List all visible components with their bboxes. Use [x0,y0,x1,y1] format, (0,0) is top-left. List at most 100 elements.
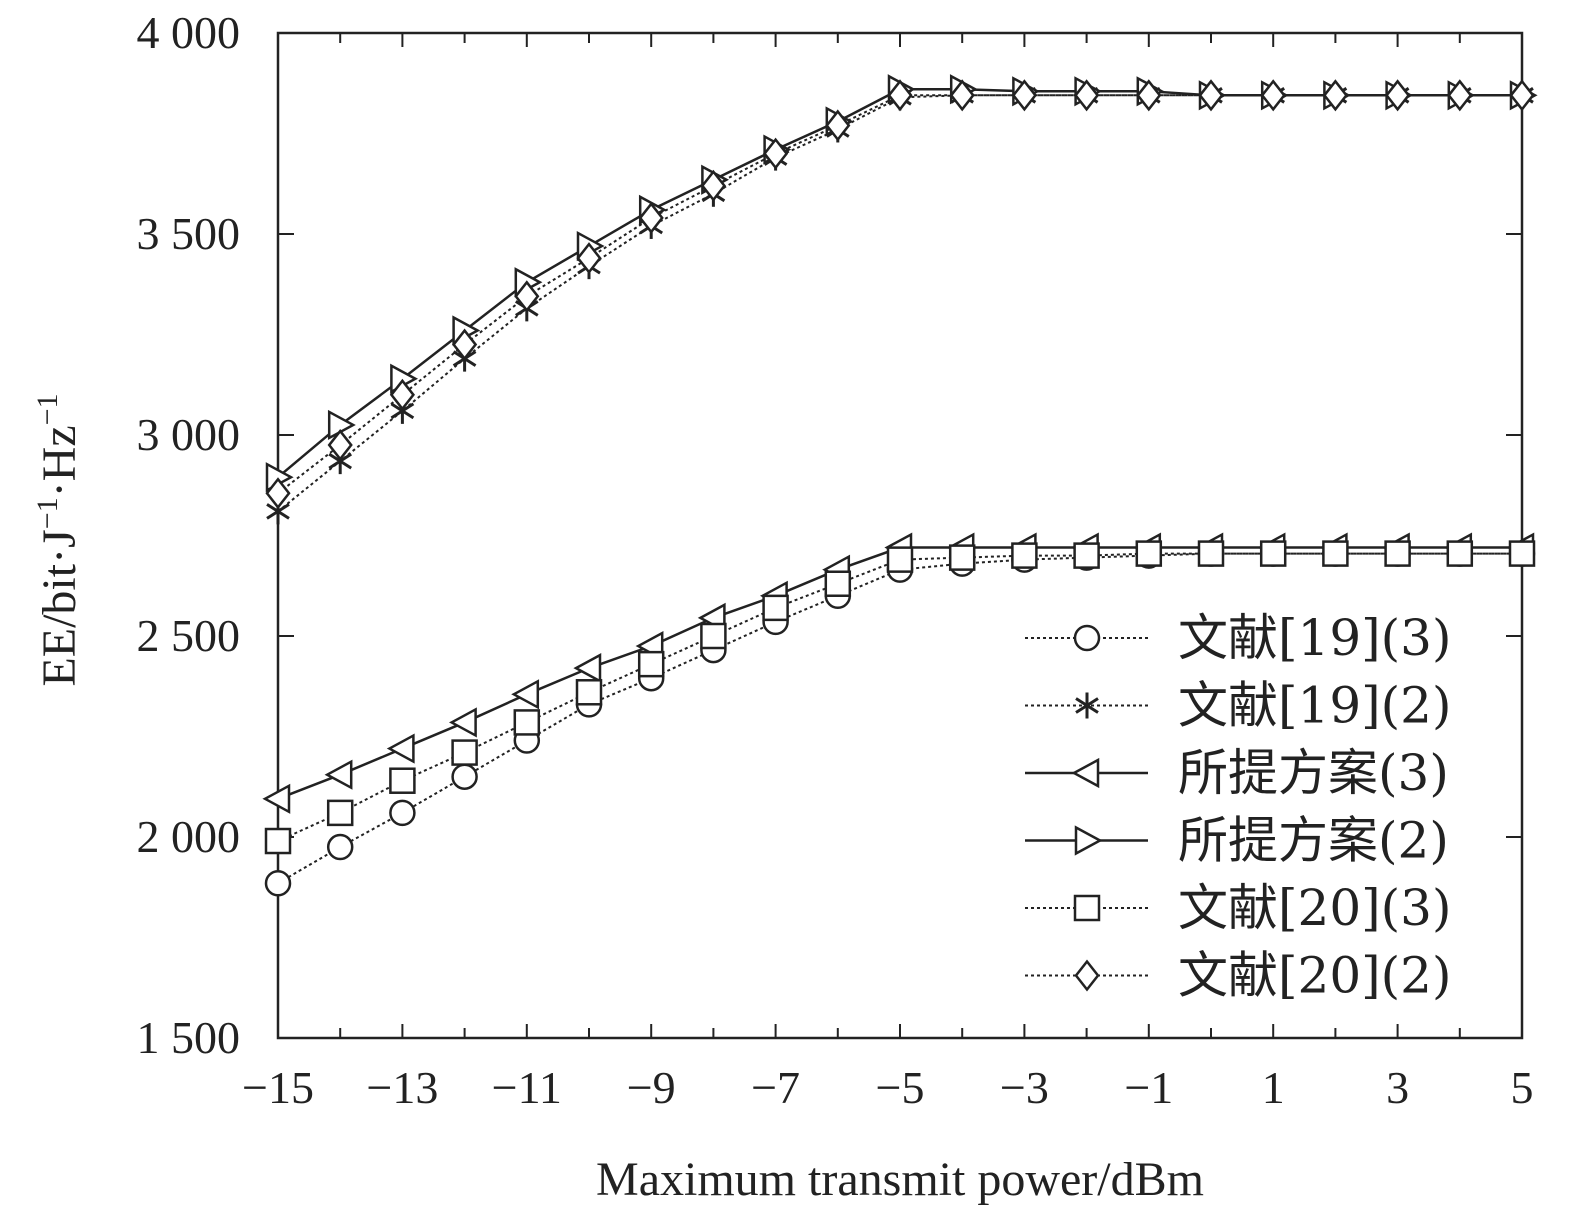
legend-label: 文献[19](3) [1178,609,1451,667]
marker-diamond [1011,79,1037,112]
marker-square [1073,542,1100,569]
marker-diamond [327,429,353,462]
marker-square [389,767,416,794]
legend-item: 所提方案(3) [1025,744,1449,802]
marker-square [575,679,603,706]
marker-square [1259,540,1287,567]
marker-star-stroke [390,402,415,420]
x-axis-ticks: −15 −13 −11 −9 −7 −5 −3 −1 1 3 5 [242,33,1534,1113]
marker-square [326,799,354,827]
legend-item: 文献[19](3) [1025,609,1451,667]
series-5 [265,79,1535,510]
x-axis-title: Maximum transmit power/dBm [596,1153,1204,1206]
marker-star-stroke [1075,697,1099,714]
x-tick-label: 5 [1511,1062,1534,1113]
x-tick-label: −11 [492,1062,562,1113]
marker-circle [451,763,478,790]
marker-circle [264,869,292,897]
y-tick-label: 2 500 [137,610,241,661]
marker-circle [326,833,354,861]
marker-diamond [825,109,851,142]
y-axis-title-mid: ·Hz [33,425,86,497]
legend-item: 文献[19](2) [1025,677,1451,735]
marker-diamond [1074,79,1100,112]
legend-label: 文献[19](2) [1178,677,1451,735]
marker-diamond [949,79,975,112]
svg-text:EE/bit·J−1·Hz−1: EE/bit·J−1·Hz−1 [31,393,86,686]
y-tick-label: 3 000 [137,409,241,460]
marker-diamond [1074,959,1100,992]
marker-triangle-left [573,653,602,684]
legend: 文献[19](3) 文献[19](2) 所提方案(3) 所提方案(2) 文献[20](3… [1025,609,1451,1005]
series-3 [265,74,1538,493]
marker-diamond [763,137,789,170]
marker-square [1073,894,1101,922]
series-line [277,94,1522,513]
marker-triangle-left [262,783,291,814]
legend-label: 文献[20](2) [1178,947,1451,1005]
x-tick-label: −13 [366,1062,438,1113]
marker-square [762,594,789,622]
x-tick-label: −9 [627,1062,676,1113]
marker-diamond [1322,79,1348,112]
y-tick-label: 2 000 [137,811,241,862]
x-tick-label: −7 [751,1062,800,1113]
marker-circle [1073,624,1101,652]
marker-square [948,544,976,571]
marker-triangle-right [1074,825,1103,856]
x-tick-label: −1 [1124,1062,1173,1113]
marker-square [1197,540,1225,567]
marker-triangle-left [324,759,353,790]
legend-item: 文献[20](3) [1025,879,1451,937]
marker-diamond [1136,79,1162,112]
y-axis-title: EE/bit·J−1·Hz−1 [31,393,86,686]
x-tick-label: 1 [1262,1062,1285,1113]
marker-square [1135,540,1163,567]
x-tick-label: 3 [1386,1062,1409,1113]
marker-diamond [265,477,291,510]
marker-square [886,546,914,573]
series-line [277,88,1522,479]
marker-diamond [1385,79,1411,112]
x-tick-label: −15 [242,1062,314,1113]
marker-diamond [452,328,478,361]
marker-star [1075,692,1099,719]
marker-square [1322,540,1349,567]
y-axis-ticks: 1 500 2 000 2 500 3 000 3 500 4 000 [137,7,1522,1063]
y-axis-title-main: EE/bit·J [33,529,86,686]
marker-diamond [1198,79,1224,112]
series-layer [262,74,1538,897]
x-tick-label: −3 [1000,1062,1049,1113]
marker-diamond [887,79,913,112]
marker-square [513,709,541,736]
marker-square [264,827,292,855]
legend-label: 文献[20](3) [1178,879,1451,937]
legend-label: 所提方案(3) [1178,744,1449,802]
legend-item: 文献[20](2) [1025,947,1451,1005]
y-tick-label: 4 000 [137,7,241,58]
marker-diamond [1447,79,1473,112]
marker-triangle-left [448,707,477,738]
marker-star-stroke [266,503,290,520]
x-tick-label: −5 [876,1062,925,1113]
marker-diamond [1260,79,1286,112]
marker-triangle-left [386,733,415,764]
marker-square [637,650,665,678]
marker-diamond [576,242,602,275]
marker-triangle-left [511,679,540,710]
marker-diamond [700,169,726,202]
marker-square [1011,542,1038,569]
marker-square [700,622,727,650]
y-tick-label: 3 500 [137,208,241,259]
y-axis-title-sup2: −1 [31,393,64,425]
legend-label: 所提方案(2) [1178,812,1449,870]
marker-circle [389,799,416,827]
marker-square [451,739,478,766]
y-tick-label: 1 500 [137,1012,241,1063]
marker-square [1508,540,1536,567]
series-1 [266,82,1534,525]
marker-diamond [514,280,540,313]
marker-star-stroke [328,452,353,470]
series-line [277,552,1522,842]
